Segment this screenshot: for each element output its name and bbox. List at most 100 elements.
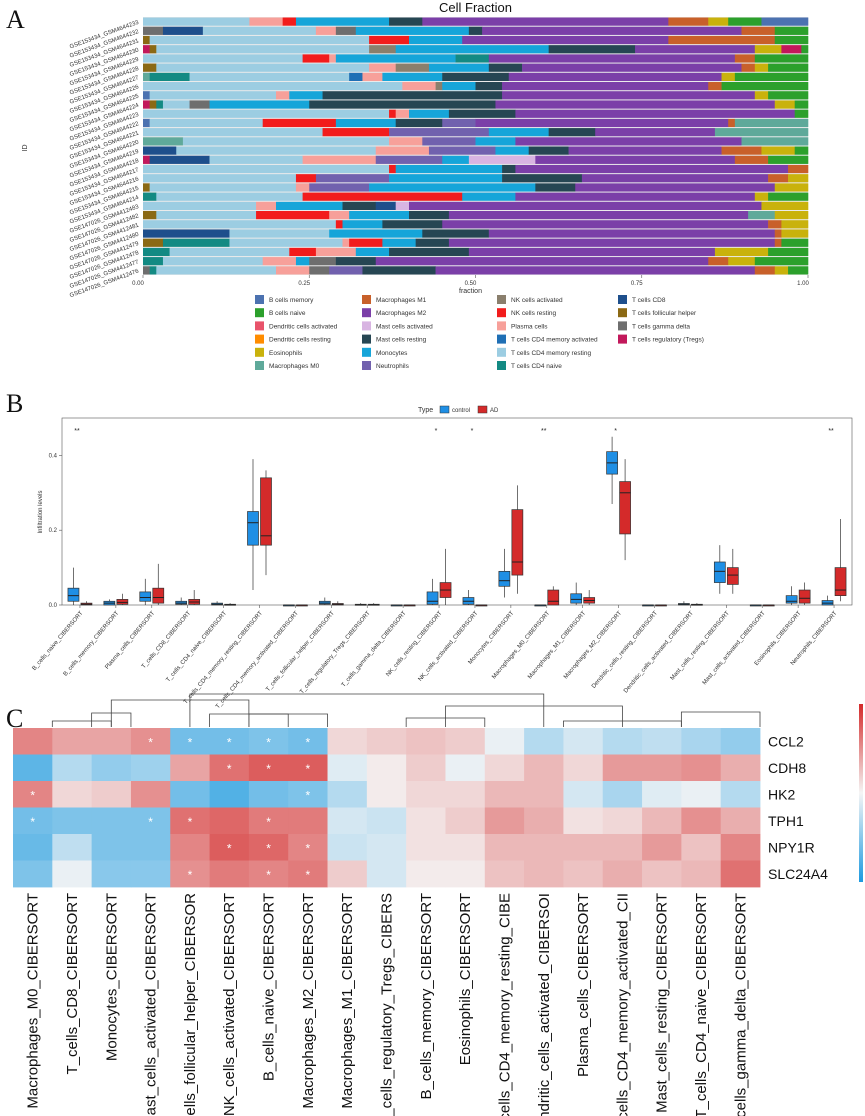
bar-segment bbox=[329, 54, 337, 63]
bar-segment bbox=[714, 128, 809, 137]
heatmap-cell bbox=[170, 728, 210, 755]
significance-star: * bbox=[148, 815, 153, 829]
x-tick-label: T_cells_CD4_memory_activated_CIBERSORT bbox=[215, 610, 300, 710]
bar-segment bbox=[734, 118, 809, 128]
heatmap-cell bbox=[642, 781, 682, 808]
heatmap-cell bbox=[288, 807, 328, 835]
bar-segment bbox=[143, 91, 150, 100]
column-label: Macrophages_M1_CIBERSORT bbox=[339, 893, 356, 1109]
bar-segment bbox=[794, 109, 809, 118]
heatmap-cell bbox=[327, 728, 368, 755]
significance-star: * bbox=[30, 815, 35, 829]
bar-segment bbox=[409, 109, 450, 118]
bar-segment bbox=[209, 155, 303, 164]
significance-mark: * bbox=[471, 428, 474, 435]
significance-star: * bbox=[306, 841, 311, 855]
bar-segment bbox=[149, 72, 190, 81]
bar-segment bbox=[409, 201, 762, 210]
heatmap-cell bbox=[720, 754, 761, 782]
legend-label: T cells follicular helper bbox=[632, 310, 697, 317]
significance-star: * bbox=[227, 762, 232, 776]
heatmap-cell bbox=[288, 834, 328, 861]
heatmap-cell bbox=[406, 754, 446, 782]
bar-segment bbox=[143, 100, 150, 109]
column-label: Eosinophils_CIBERSORT bbox=[457, 893, 474, 1065]
legend-swatch bbox=[618, 334, 627, 344]
bar-segment bbox=[143, 17, 250, 26]
bar-segment bbox=[395, 164, 503, 174]
legend-swatch bbox=[618, 321, 627, 331]
heatmap-cell bbox=[642, 754, 682, 782]
heatmap-cell bbox=[720, 728, 761, 755]
bar-segment bbox=[522, 63, 742, 72]
bar-segment bbox=[442, 82, 476, 91]
dendrogram-branch bbox=[680, 711, 761, 727]
bar-segment bbox=[435, 266, 756, 275]
bar-segment bbox=[409, 35, 463, 45]
significance-star: * bbox=[266, 815, 271, 829]
column-label: T_cells_gamma_delta_CIBERSORT bbox=[732, 893, 749, 1116]
heatmap-cell bbox=[602, 754, 643, 782]
x-tick-label: T_cells_regulatory_Tregs_CIBERSORT bbox=[299, 610, 372, 695]
bar-segment bbox=[302, 54, 330, 63]
bar-segment bbox=[156, 211, 257, 220]
box-body bbox=[726, 567, 739, 585]
bar-segment bbox=[156, 100, 164, 109]
bar-segment bbox=[369, 63, 396, 72]
bar-segment bbox=[768, 247, 809, 257]
bar-segment bbox=[289, 91, 323, 100]
significance-mark: ** bbox=[828, 428, 834, 435]
heatmap-cell bbox=[91, 781, 132, 808]
bar-segment bbox=[768, 91, 809, 100]
heatmap-cell bbox=[642, 834, 682, 861]
bar-segment bbox=[349, 211, 410, 220]
dendrogram-branch bbox=[189, 693, 545, 727]
bar-segment bbox=[369, 183, 536, 192]
legend-label: Macrophages M1 bbox=[376, 297, 427, 304]
heatmap-cell bbox=[484, 781, 525, 808]
heatmap-cell bbox=[13, 754, 53, 782]
legend-label: Mast cells resting bbox=[376, 337, 427, 344]
bar-segment bbox=[402, 82, 436, 91]
heatmap-cell bbox=[327, 807, 368, 835]
bar-segment bbox=[282, 17, 297, 26]
bar-segment bbox=[635, 45, 756, 54]
bar-segment bbox=[708, 17, 729, 26]
legend-swatch bbox=[497, 321, 506, 331]
bar-segment bbox=[781, 45, 802, 54]
bar-segment bbox=[149, 155, 210, 164]
bar-segment bbox=[781, 229, 809, 238]
bar-segment bbox=[741, 137, 809, 146]
bar-segment bbox=[774, 100, 795, 109]
bar-segment bbox=[162, 257, 263, 266]
bar-segment bbox=[462, 192, 516, 201]
colorbar bbox=[859, 704, 863, 882]
bar-segment bbox=[488, 63, 523, 72]
bar-segment bbox=[482, 26, 742, 35]
heatmap-cell bbox=[406, 860, 446, 888]
bar-segment bbox=[176, 146, 377, 155]
significance-star: * bbox=[306, 762, 311, 776]
legend-swatch bbox=[362, 308, 371, 318]
legend-label: T cells CD8 bbox=[632, 297, 666, 304]
bar-segment bbox=[734, 155, 769, 164]
bar-segment bbox=[276, 201, 343, 210]
bar-segment bbox=[389, 247, 470, 257]
box-body bbox=[547, 589, 560, 606]
heatmap-cell bbox=[52, 728, 93, 755]
legend-swatch bbox=[362, 347, 371, 357]
column-label: T_cells_follicular_helper_CIBERSOR bbox=[182, 893, 199, 1116]
chart-title: Cell Fraction bbox=[439, 0, 512, 15]
column-label: Mast_cells_resting_CIBERSORT bbox=[654, 893, 671, 1113]
bar-segment bbox=[468, 26, 483, 35]
heatmap-cell bbox=[524, 781, 564, 808]
bar-segment bbox=[502, 82, 709, 91]
x-tick-label: 1.00 bbox=[797, 281, 809, 287]
legend-label: Macrophages M2 bbox=[376, 310, 427, 317]
bar-segment bbox=[774, 183, 809, 192]
bar-segment bbox=[548, 128, 596, 137]
heatmap-cell bbox=[406, 728, 446, 755]
heatmap-cell bbox=[681, 754, 722, 782]
legend-label: B cells memory bbox=[269, 297, 314, 304]
bar-segment bbox=[162, 238, 230, 247]
